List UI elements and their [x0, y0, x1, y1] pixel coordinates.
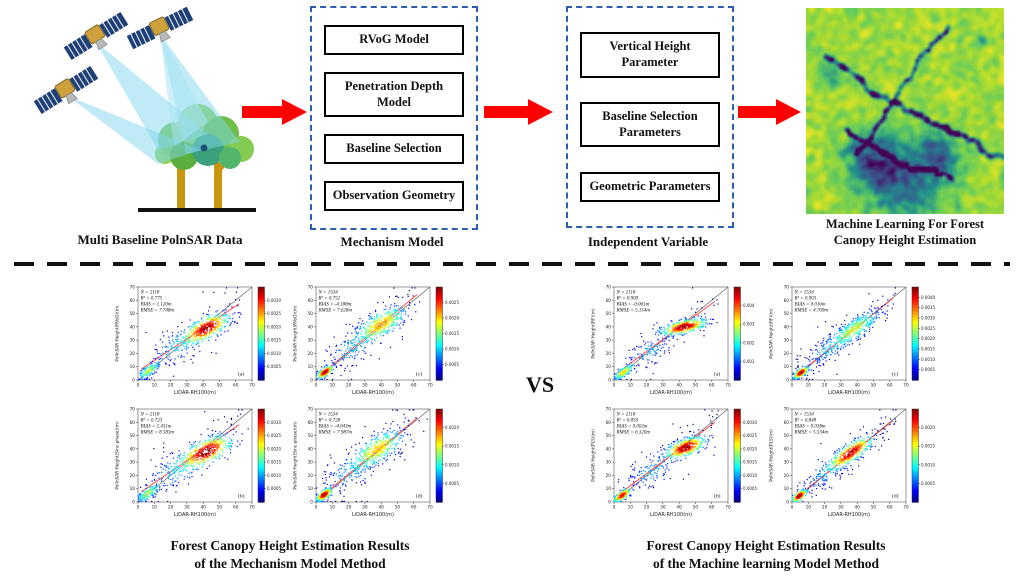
- ml-results-caption-line1: Forest Canopy Height Estimation Results: [646, 538, 886, 553]
- mechanism-results-caption-line1: Forest Canopy Height Estimation Results: [170, 538, 410, 553]
- scatter-plot-ml-b: [588, 403, 766, 525]
- box-baseline-selection: Baseline Selection: [324, 134, 464, 165]
- section-divider: [14, 262, 1010, 266]
- mechanism-results-grid: [112, 281, 468, 525]
- flow-arrow-icon: [738, 99, 801, 125]
- vs-label: VS: [525, 372, 555, 397]
- polinsar-data-caption: Multi Baseline PolnSAR Data: [77, 232, 243, 247]
- ml-results-caption-line2: of the Machine learning Model Method: [652, 555, 880, 571]
- scatter-plot-mechanism-b: [112, 403, 290, 525]
- scatter-plot-mechanism-c: [290, 281, 468, 403]
- box-geometric-parameters: Geometric Parameters: [580, 171, 720, 202]
- scatter-plot-mechanism-d: [290, 403, 468, 525]
- independent-variable-panel: Vertical Height Parameter Baseline Selec…: [566, 6, 734, 228]
- flow-arrow-icon: [484, 99, 553, 125]
- scatter-plot-mechanism-a: [112, 281, 290, 403]
- box-rvog-model: RVoG Model: [324, 25, 464, 55]
- radar-beam: [68, 34, 240, 164]
- box-penetration-depth: Penetration Depth Model: [324, 71, 464, 118]
- ml-results-grid: [588, 281, 944, 525]
- scatter-plot-ml-c: [766, 281, 944, 403]
- satellite-icon: [61, 9, 133, 66]
- scatter-plot-ml-d: [766, 403, 944, 525]
- canopy-height-map-image: [806, 8, 1004, 214]
- flow-arrow-icon: [242, 99, 307, 125]
- mechanism-results-caption: Forest Canopy Height Estimation Results …: [112, 537, 468, 572]
- scatter-plot-ml-a: [588, 281, 766, 403]
- satellite-icon: [124, 4, 197, 56]
- box-baseline-parameters: Baseline Selection Parameters: [580, 102, 720, 148]
- box-observation-geometry: Observation Geometry: [324, 181, 464, 211]
- ml-results-caption: Forest Canopy Height Estimation Results …: [588, 537, 944, 572]
- ml-caption: Machine Learning For Forest Canopy Heigh…: [825, 217, 985, 247]
- mechanism-results-caption-line2: of the Mechanism Model Method: [194, 555, 386, 571]
- box-vertical-height: Vertical Height Parameter: [580, 32, 720, 78]
- independent-caption: Independent Variable: [587, 234, 709, 249]
- scatter-center-dot: [200, 144, 208, 152]
- mechanism-model-panel: RVoG Model Penetration Depth Model Basel…: [310, 6, 478, 230]
- multibaseline-polinsar-illustration: [31, 4, 256, 212]
- mechanism-caption: Mechanism Model: [340, 234, 444, 249]
